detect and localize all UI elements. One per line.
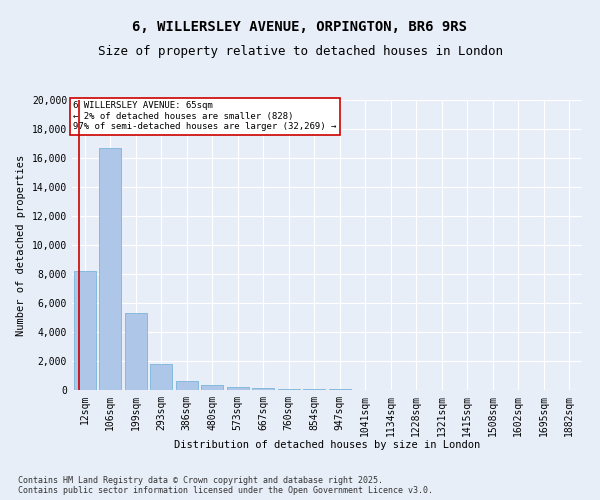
Bar	[304, 388, 325, 390]
X-axis label: Distribution of detached houses by size in London: Distribution of detached houses by size …	[174, 440, 480, 450]
Bar	[176, 380, 197, 390]
Text: 6, WILLERSLEY AVENUE, ORPINGTON, BR6 9RS: 6, WILLERSLEY AVENUE, ORPINGTON, BR6 9RS	[133, 20, 467, 34]
Bar	[125, 313, 146, 390]
Bar	[202, 385, 223, 390]
Y-axis label: Number of detached properties: Number of detached properties	[16, 154, 26, 336]
Bar	[227, 387, 248, 390]
Text: Size of property relative to detached houses in London: Size of property relative to detached ho…	[97, 45, 503, 58]
Text: 6 WILLERSLEY AVENUE: 65sqm
← 2% of detached houses are smaller (828)
97% of semi: 6 WILLERSLEY AVENUE: 65sqm ← 2% of detac…	[73, 102, 337, 132]
Bar	[278, 388, 299, 390]
Bar	[151, 364, 172, 390]
Bar	[253, 388, 274, 390]
Bar	[100, 148, 121, 390]
Bar	[74, 271, 95, 390]
Text: Contains HM Land Registry data © Crown copyright and database right 2025.
Contai: Contains HM Land Registry data © Crown c…	[18, 476, 433, 495]
